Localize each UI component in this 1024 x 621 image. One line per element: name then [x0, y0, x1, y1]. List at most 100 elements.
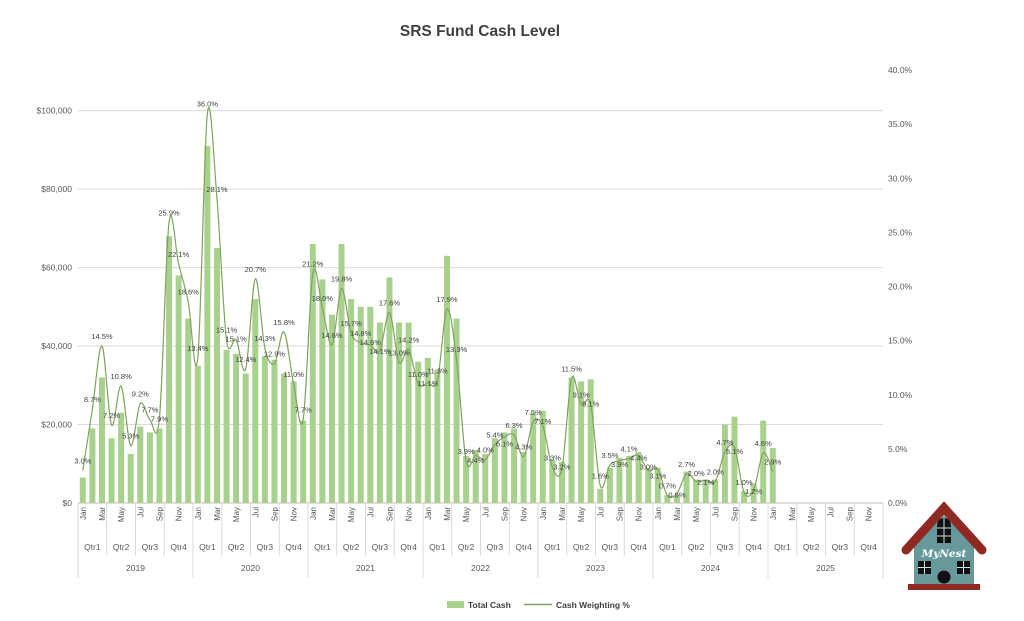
left-axis-tick-label: $20,000 [41, 420, 72, 430]
bar [587, 379, 594, 503]
data-label: 4.1% [620, 445, 637, 454]
quarter-label: Qtr3 [717, 542, 734, 552]
bar [242, 373, 249, 503]
month-tick-label: Nov [290, 507, 299, 521]
bar [606, 467, 613, 503]
quarter-label: Qtr2 [343, 542, 360, 552]
data-label: 36.0% [197, 99, 219, 108]
data-label: 7.7% [141, 406, 158, 415]
logo-text: MyNest [921, 548, 967, 560]
month-tick-label: Sep [501, 506, 510, 521]
month-tick-label: Jan [79, 507, 88, 520]
month-tick-label: Mar [558, 507, 567, 521]
bar [769, 448, 776, 503]
month-tick-label: May [692, 507, 701, 522]
data-label: 3.5% [601, 451, 618, 460]
bar [616, 457, 623, 503]
bar [204, 145, 211, 504]
data-label: 9.2% [132, 389, 149, 398]
bar [252, 298, 259, 503]
bar [472, 450, 479, 503]
quarter-label: Qtr3 [602, 542, 619, 552]
data-label: 13.0% [388, 348, 410, 357]
month-tick-label: Jul [711, 507, 720, 517]
data-label: 2.7% [678, 460, 695, 469]
month-tick-label: Sep [616, 506, 625, 521]
birdhouse-roof [901, 501, 987, 555]
right-axis-tick-label: 5.0% [888, 444, 908, 454]
quarter-label: Qtr2 [803, 542, 820, 552]
data-label: 25.9% [158, 209, 180, 218]
data-label: 3.3% [544, 453, 561, 462]
data-label: 10.8% [110, 372, 132, 381]
month-tick-label: May [232, 507, 241, 522]
data-label: 2.9% [764, 458, 781, 467]
bar [664, 495, 671, 503]
bar [89, 428, 96, 503]
bar [213, 247, 220, 503]
bar [501, 432, 508, 503]
quarter-label: Qtr3 [372, 542, 389, 552]
data-label: 22.1% [168, 250, 190, 259]
bar [463, 455, 470, 503]
data-label: 5.3% [122, 432, 139, 441]
data-label: 1.6% [592, 472, 609, 481]
data-label: 2.1% [697, 478, 714, 487]
bar [261, 355, 268, 503]
month-tick-label: Nov [750, 507, 759, 521]
data-label: 11.3% [427, 367, 448, 376]
bar [137, 426, 144, 503]
bar [635, 451, 642, 503]
data-label: 11.0% [408, 370, 429, 379]
quarter-label: Qtr1 [314, 542, 331, 552]
month-tick-label: Jul [481, 507, 490, 517]
quarter-label: Qtr1 [774, 542, 791, 552]
data-label: 15.7% [340, 319, 362, 328]
month-tick-label: Jan [769, 507, 778, 520]
data-label: 15.1% [225, 335, 247, 344]
month-tick-label: May [577, 507, 586, 522]
bar [731, 416, 738, 503]
legend-total-cash-swatch [447, 601, 464, 608]
year-label: 2019 [126, 563, 145, 573]
quarter-label: Qtr1 [544, 542, 561, 552]
data-label: 13.4% [187, 344, 209, 353]
total-cash-bars [79, 145, 776, 504]
data-label: 20.7% [245, 265, 267, 274]
year-label: 2025 [816, 563, 835, 573]
data-label: 14.8% [350, 329, 372, 338]
right-axis-tick-label: 0.0% [888, 498, 908, 508]
bar [712, 479, 719, 503]
bar [520, 451, 527, 503]
data-label: 7.5% [525, 408, 542, 417]
month-tick-label: Jul [596, 507, 605, 517]
bar [386, 277, 393, 503]
bar [530, 412, 537, 503]
bar [405, 322, 412, 503]
arched-window-mullions [937, 518, 951, 543]
month-tick-label: Jul [136, 507, 145, 517]
quarter-label: Qtr4 [515, 542, 532, 552]
bar [673, 495, 680, 503]
quarter-label: Qtr2 [573, 542, 590, 552]
data-label: 14.3% [254, 334, 276, 343]
bar [127, 453, 134, 503]
month-tick-label: May [462, 507, 471, 522]
bar [558, 461, 565, 503]
quarter-label: Qtr3 [142, 542, 159, 552]
data-label: 7.9% [151, 415, 168, 424]
bar [482, 453, 489, 503]
data-label: 2.0% [707, 467, 724, 476]
bar [166, 236, 173, 503]
month-tick-label: Mar [213, 507, 222, 521]
data-label: 13.3% [446, 345, 468, 354]
right-axis-tick-label: 15.0% [888, 336, 913, 346]
data-label: 19.8% [331, 275, 353, 284]
data-label: 6.3% [505, 421, 522, 430]
data-label: 9.1% [582, 399, 599, 408]
bar [434, 369, 441, 503]
left-axis-tick-label: $0 [63, 498, 73, 508]
data-label: 3.9% [611, 460, 628, 469]
right-axis-labels: 0.0% 5.0% 10.0% 15.0% 20.0% 25.0% 30.0% 35.0% 40… [888, 65, 913, 508]
data-label: 18.0% [312, 294, 334, 303]
